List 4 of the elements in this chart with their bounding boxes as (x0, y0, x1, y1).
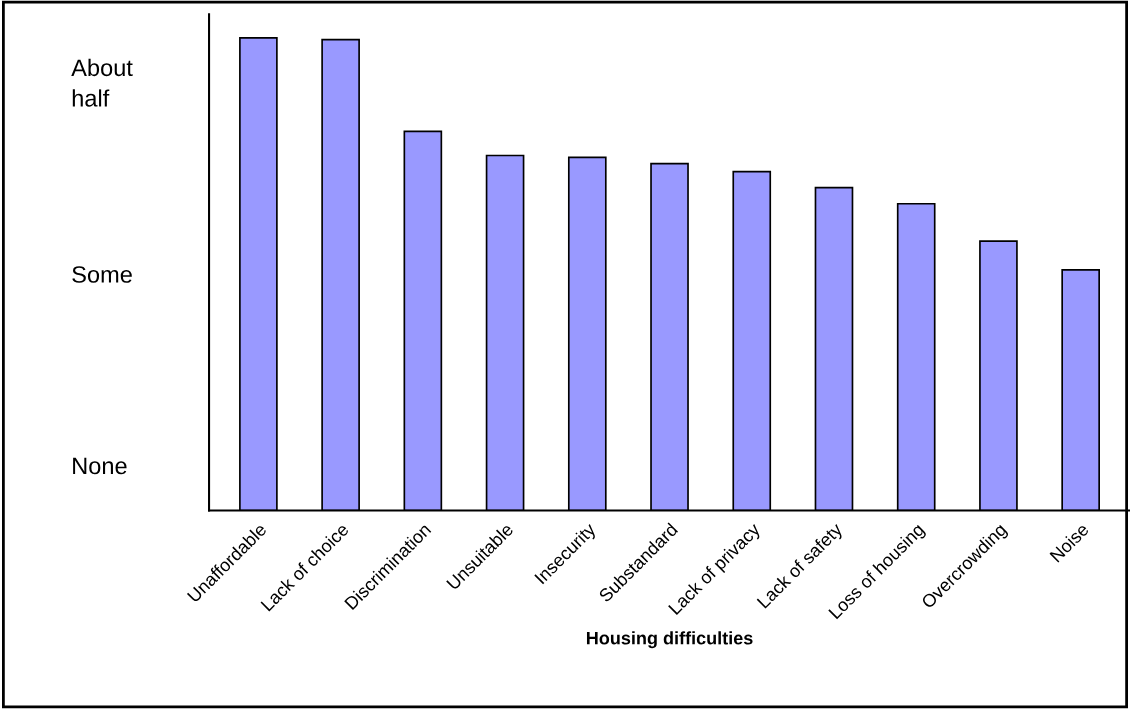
text: None (73, 457, 127, 475)
text: About half (71, 58, 133, 107)
text: Some (72, 266, 132, 283)
x-axis-title: Housing difficulties (586, 631, 753, 649)
